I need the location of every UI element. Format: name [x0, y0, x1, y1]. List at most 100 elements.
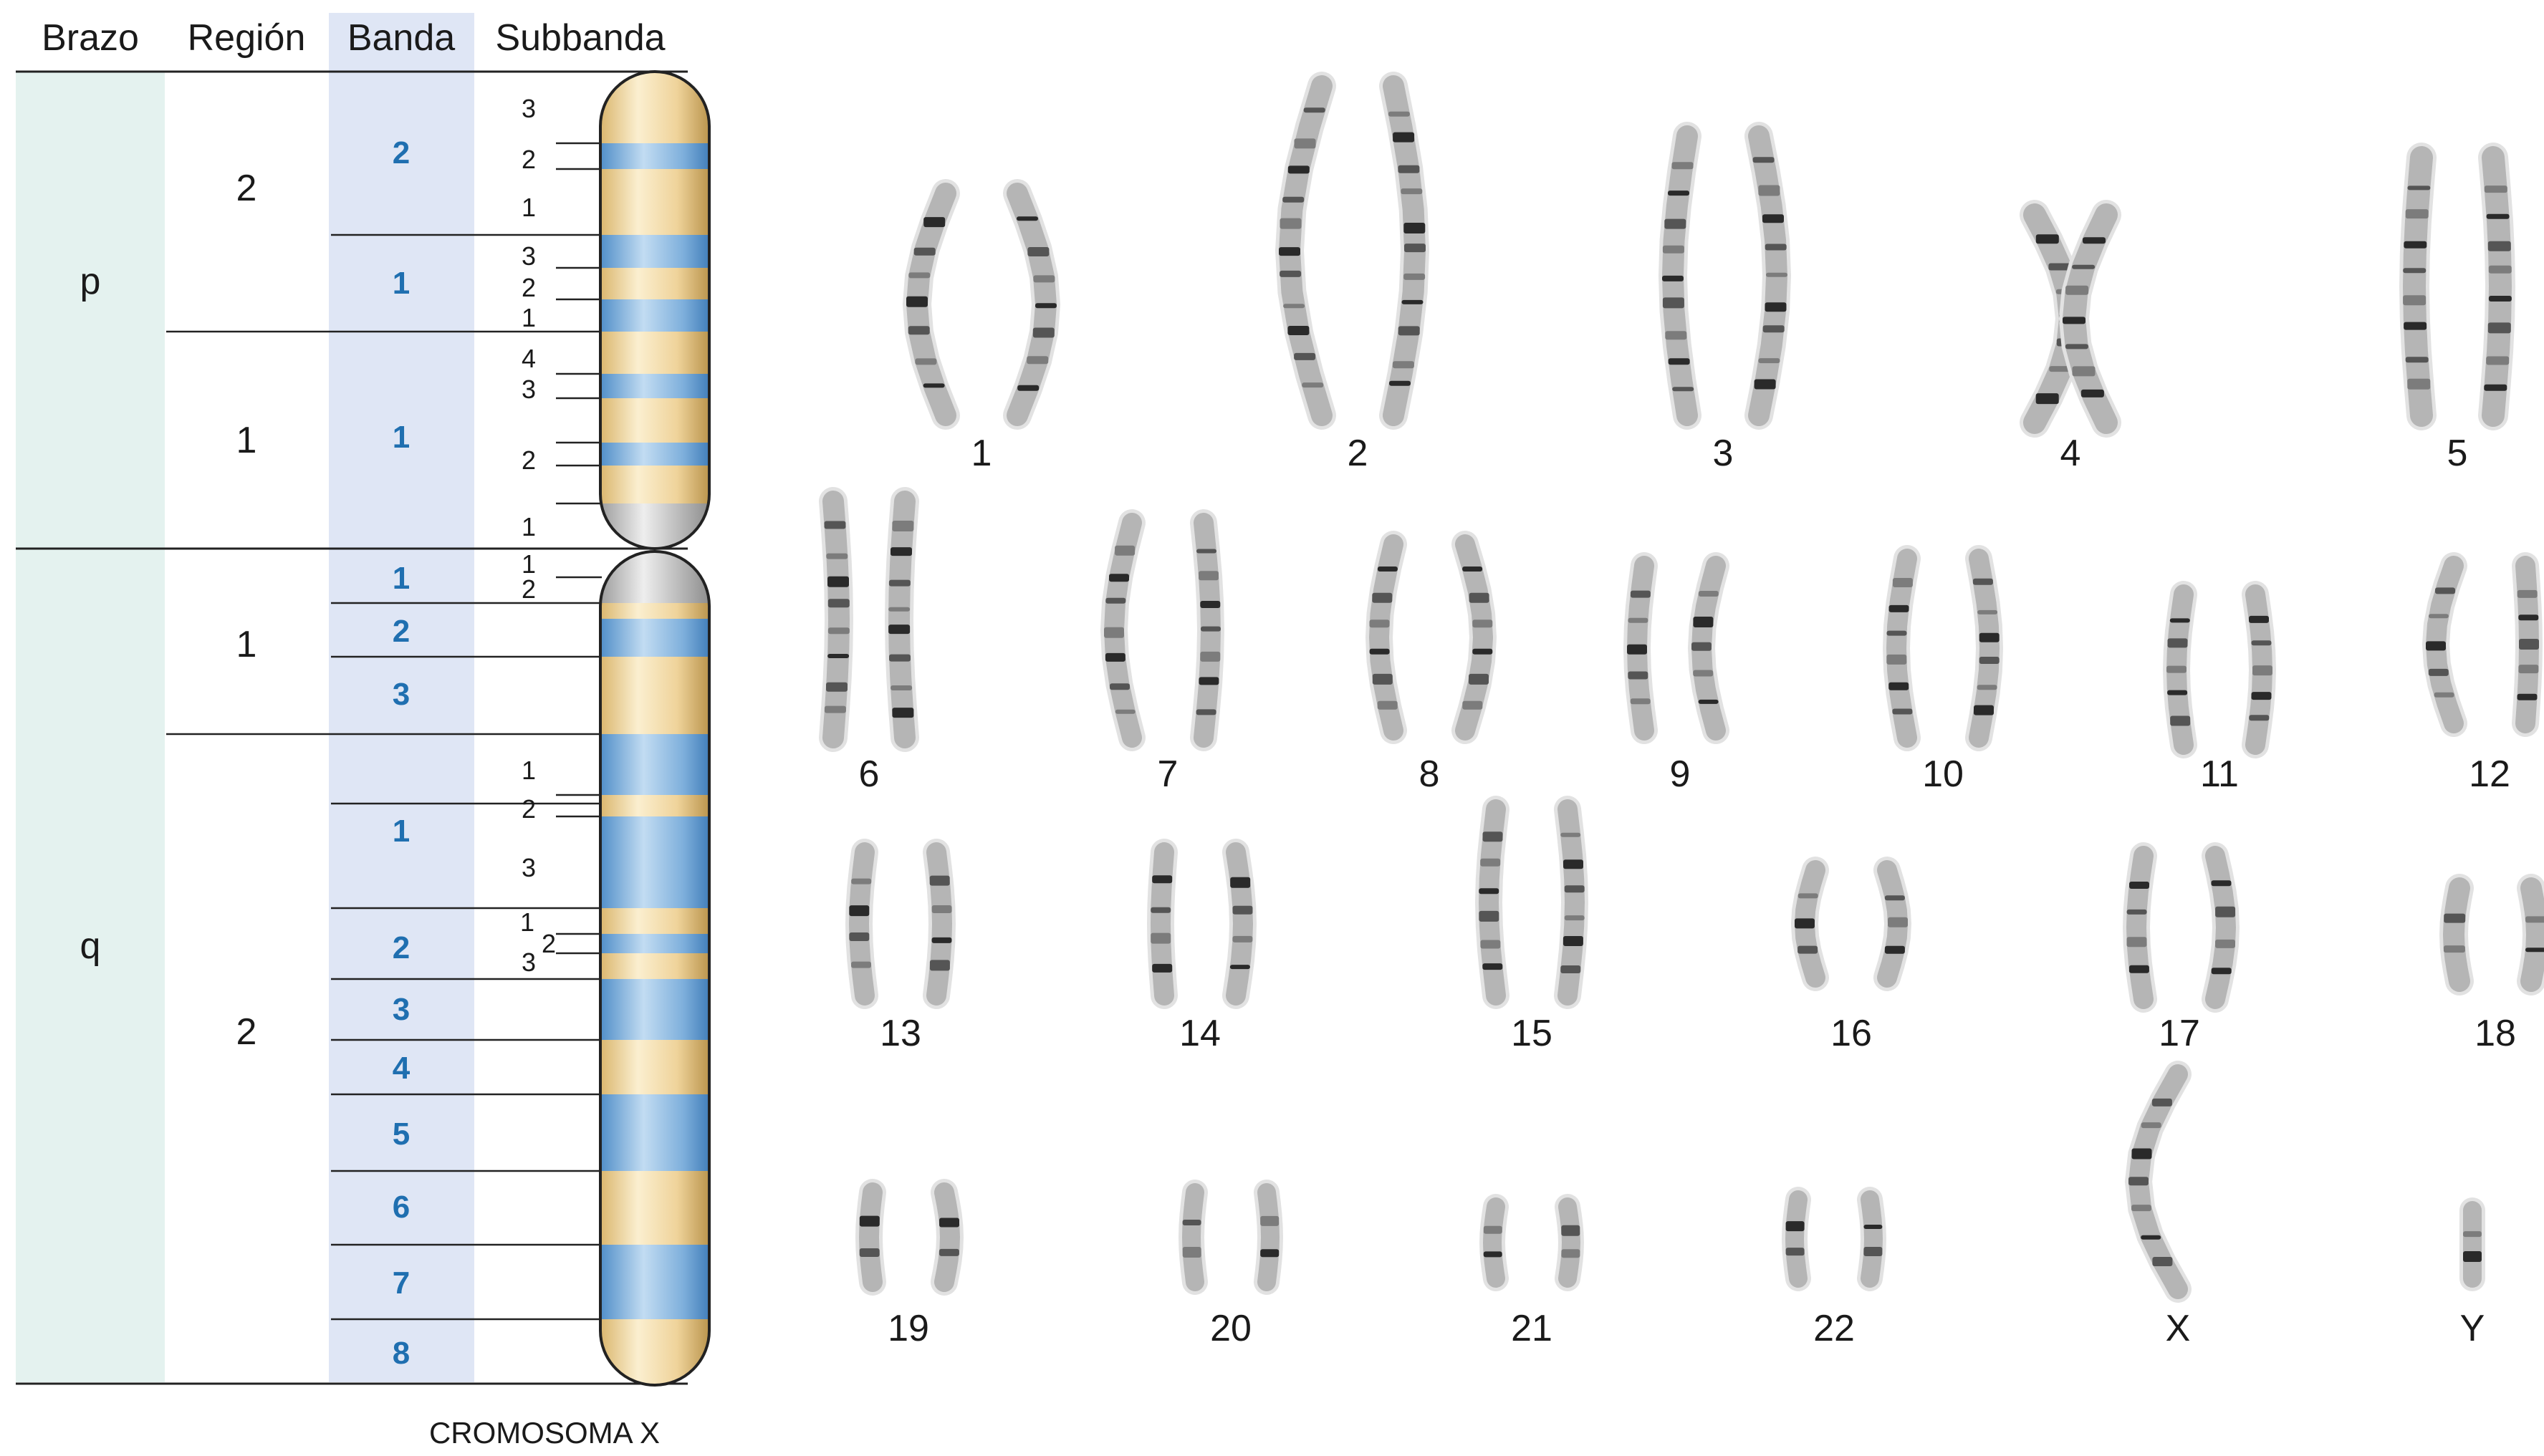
chromosome-g-band: [1199, 571, 1219, 581]
chromosome-body: [934, 1182, 961, 1292]
chromosome-g-band: [1698, 699, 1719, 704]
chromosome-g-band: [939, 1248, 959, 1256]
chromosome-band-stripe: [600, 551, 709, 603]
chromosome-pair: [2439, 874, 2544, 995]
chromosome-number-label: 12: [2469, 753, 2510, 795]
chromosome-g-band: [859, 1248, 880, 1257]
chromosome-g-band: [888, 607, 911, 612]
chromosome-g-band: [2403, 295, 2427, 306]
chromosome-g-band: [1483, 1225, 1502, 1234]
chromosome-g-band: [2404, 322, 2427, 330]
chromosome-g-band: [2519, 639, 2539, 650]
chromosome-g-band: [1302, 382, 1324, 388]
chromosome-number-label: 1: [971, 433, 992, 474]
band-labels: 2 1 1 1 2 3 1 2 3 4 5 6 7 8: [393, 135, 411, 1371]
chromosome-g-band: [1469, 673, 1489, 685]
chromosome-number-label: 22: [1813, 1308, 1855, 1349]
chromosome-body: [1861, 1190, 1883, 1288]
chromosome-body: [1150, 842, 1174, 1006]
chromosome-g-band: [2072, 366, 2096, 377]
chromosome-number-label: 6: [859, 753, 880, 795]
chromosome-g-band: [2487, 241, 2511, 251]
chromosome-g-band: [859, 1215, 880, 1227]
chromosome-g-band: [1479, 910, 1499, 922]
chromosome-g-band: [2428, 668, 2449, 676]
chromosome-g-band: [2035, 234, 2059, 244]
chromosome-g-band: [2463, 1251, 2482, 1262]
chromosome-g-band: [1035, 303, 1057, 309]
chromosome-body: [1785, 1190, 1808, 1288]
subband-ticks: [556, 142, 602, 955]
chromosome-g-band: [1482, 963, 1503, 970]
subband-label: 3: [522, 241, 536, 271]
chromosome-g-band: [1884, 945, 1905, 954]
chromosome-g-band: [1560, 965, 1581, 973]
chromosome-pair: [2421, 552, 2543, 737]
chromosome-body: [858, 1182, 883, 1292]
chromosome-g-band: [2083, 237, 2106, 244]
chromosome-number-label: 17: [2159, 1013, 2200, 1054]
chromosome-g-band: [1795, 918, 1815, 929]
subband-label: 1: [522, 512, 536, 541]
chromosome-number-label: 11: [2200, 753, 2239, 795]
chromosome-g-band: [929, 960, 950, 971]
chromosome-pair: [1790, 857, 1912, 991]
chromosome-g-band: [1280, 270, 1302, 277]
chromosome-g-band: [849, 932, 870, 941]
chromosome-g-band: [1115, 545, 1136, 556]
chromosome-g-band: [2126, 937, 2147, 948]
chromosome-g-band: [908, 326, 930, 335]
subband-label: 4: [522, 344, 536, 373]
chromosome-g-band: [1372, 592, 1393, 603]
chromosome-band-stripe: [600, 934, 709, 953]
chromosome-g-band: [2128, 1177, 2149, 1186]
chromosome-g-band: [1017, 216, 1038, 221]
chromosome-band-stripe: [600, 169, 709, 235]
chromosome-g-band: [2484, 185, 2507, 193]
band-label: 1: [393, 814, 410, 849]
chromosome-number-label: 15: [1511, 1013, 1552, 1054]
chromosome-body: [822, 491, 850, 748]
chromosome-body: [2482, 146, 2512, 427]
chromosome-pair: [1100, 509, 1225, 751]
chromosome-g-band: [824, 705, 846, 713]
chromosome-g-band: [827, 599, 850, 608]
subband-label: 3: [522, 375, 536, 404]
chromosome-band-stripe: [600, 503, 709, 549]
chromosome-g-band: [1972, 578, 1993, 585]
chromosome-pair: [1275, 72, 1430, 430]
chromosome-g-band: [2129, 882, 2149, 889]
chromosome-g-band: [2407, 185, 2431, 191]
chromosome-pair: [2459, 1197, 2485, 1291]
chromosome-body: [1557, 799, 1585, 1006]
chromosome-g-band: [1668, 358, 1690, 365]
chromosome-g-band: [1372, 673, 1393, 685]
chromosome-g-band: [1283, 304, 1305, 309]
chromosome-g-band: [913, 247, 936, 256]
p-arm-outline: [599, 70, 711, 550]
chromosome-g-band: [2426, 641, 2446, 651]
chromosome-band-stripe: [600, 299, 709, 332]
chromosome-body: [1257, 1183, 1280, 1291]
subband-label: 2: [522, 445, 536, 475]
chromosome-g-band: [2167, 638, 2188, 648]
arm-label-p: p: [80, 261, 101, 302]
band-label: 7: [393, 1265, 410, 1301]
chromosome-body: [2126, 846, 2154, 1009]
chromosome-band-stripe: [600, 908, 709, 934]
chromosome-number-label: 7: [1158, 753, 1179, 795]
chromosome-g-band: [1303, 107, 1325, 113]
chromosome-g-band: [2035, 393, 2059, 405]
chromosome-g-band: [1404, 244, 1426, 253]
chromosome-g-band: [2488, 296, 2512, 302]
chromosome-g-band: [2486, 356, 2510, 365]
chromosome-band-stripe: [600, 1319, 709, 1385]
chromosome-band-stripe: [600, 979, 709, 1040]
chromosome-g-band: [1662, 245, 1684, 254]
chromosome-g-band: [1369, 619, 1390, 628]
chromosome-g-band: [827, 654, 850, 658]
subband-label: 2: [542, 929, 556, 958]
chromosome-g-band: [1403, 223, 1426, 233]
header-banda: Banda: [347, 17, 455, 59]
chromosome-number-label: Y: [2460, 1308, 2485, 1349]
